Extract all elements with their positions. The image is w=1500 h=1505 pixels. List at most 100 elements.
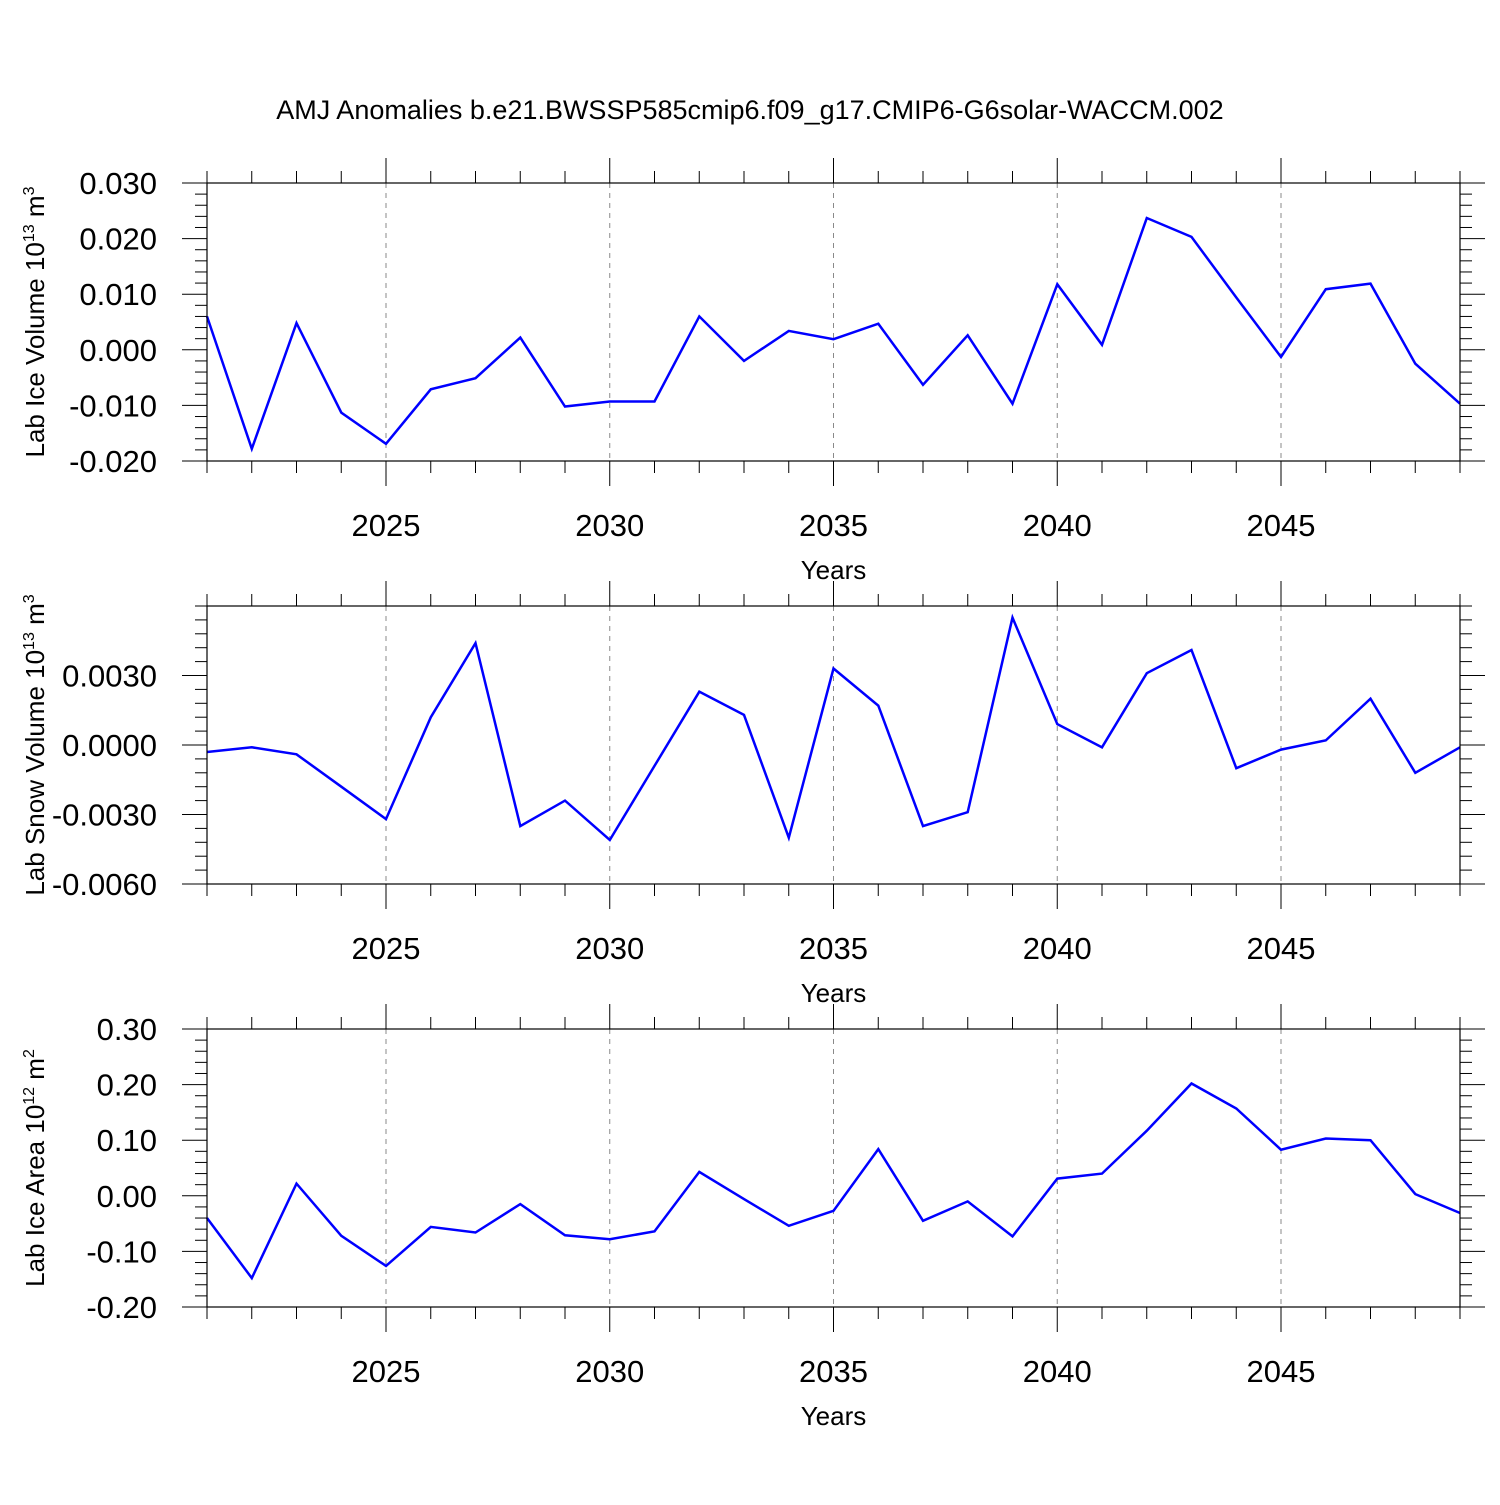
data-point [967, 334, 969, 336]
data-point [474, 1231, 476, 1233]
data-point [564, 405, 566, 407]
data-point [1414, 1193, 1416, 1195]
data-point [1369, 282, 1371, 284]
data-point [653, 1230, 655, 1232]
series-line [205, 1081, 1461, 1281]
data-point [698, 1171, 700, 1173]
data-point [922, 384, 924, 386]
data-point [251, 448, 253, 450]
x-axis-title: Years [801, 1401, 867, 1431]
y-tick-label: 0.010 [79, 277, 157, 312]
data-point [1369, 1139, 1371, 1141]
data-point [1056, 1177, 1058, 1179]
y-axis-title: Lab Snow Volume 1013 m3 [20, 594, 50, 895]
x-tick-label: 2035 [799, 1354, 868, 1389]
y-axis-title: Lab Ice Volume 1013 m3 [20, 186, 50, 457]
data-point [564, 1234, 566, 1236]
y-tick-label: 0.00 [97, 1179, 157, 1214]
data-point [1190, 236, 1192, 238]
data-point [743, 1198, 745, 1200]
data-point [743, 714, 745, 716]
y-tick-label: -0.20 [86, 1290, 157, 1325]
y-axis-title: Lab Ice Area 1012 m2 [20, 1049, 50, 1287]
data-point [788, 330, 790, 332]
data-point [832, 667, 834, 669]
data-point [698, 315, 700, 317]
data-point [1190, 1082, 1192, 1084]
data-point [832, 1210, 834, 1212]
data-point [832, 338, 834, 340]
data-point [1235, 296, 1237, 298]
x-tick-label: 2045 [1247, 931, 1316, 966]
data-point [788, 1225, 790, 1227]
data-point [877, 704, 879, 706]
data-point [1414, 772, 1416, 774]
x-tick-label: 2025 [352, 931, 421, 966]
y-tick-label: -0.010 [69, 388, 157, 423]
data-point [430, 716, 432, 718]
data-point [251, 746, 253, 748]
data-point [1369, 697, 1371, 699]
data-point [430, 1226, 432, 1228]
series-line [206, 613, 1461, 842]
data-point [743, 360, 745, 362]
data-point [1280, 1148, 1282, 1150]
data-point [788, 836, 790, 838]
x-tick-label: 2030 [575, 508, 644, 543]
data-point [295, 1182, 297, 1184]
data-point [609, 400, 611, 402]
data-point [1101, 1172, 1103, 1174]
data-point [1146, 672, 1148, 674]
y-tick-label: 0.020 [79, 222, 157, 257]
data-point [474, 642, 476, 644]
y-tick-label: 0.10 [97, 1123, 157, 1158]
data-point [653, 765, 655, 767]
data-point [1101, 746, 1103, 748]
panel-1: -0.020 -0.010 0.000 0.010 0.020 0.030 2025 2030… [20, 158, 1485, 585]
data-point [385, 818, 387, 820]
plot-frame [206, 605, 1461, 885]
data-point [1235, 767, 1237, 769]
data-point [1056, 283, 1058, 285]
x-tick-label: 2025 [352, 508, 421, 543]
data-point [1011, 616, 1013, 618]
x-tick-label: 2045 [1247, 1354, 1316, 1389]
y-tick-label: -0.0030 [52, 798, 157, 833]
y-tick-label: 0.20 [97, 1068, 157, 1103]
data-point [1146, 1130, 1148, 1132]
y-tick-label: 0.0030 [62, 659, 157, 694]
x-tick-label: 2045 [1247, 508, 1316, 543]
plot-frame [206, 1028, 1461, 1308]
data-point [1280, 748, 1282, 750]
y-tick-label: 0.30 [97, 1012, 157, 1047]
data-point [967, 1200, 969, 1202]
data-point [564, 799, 566, 801]
data-point [609, 1238, 611, 1240]
data-point [295, 322, 297, 324]
plot-frame [206, 182, 1461, 462]
data-point [653, 400, 655, 402]
y-tick-label: 0.030 [79, 166, 157, 201]
y-tick-label: 0.0000 [62, 728, 157, 763]
data-point [609, 839, 611, 841]
y-tick-label: 0.000 [79, 333, 157, 368]
y-tick-label: -0.10 [86, 1234, 157, 1269]
data-point [877, 322, 879, 324]
x-tick-label: 2040 [1023, 1354, 1092, 1389]
data-point [519, 825, 521, 827]
y-tick-label: -0.0060 [52, 867, 157, 902]
data-point [922, 1220, 924, 1222]
panel-3: -0.20 -0.10 0.00 0.10 0.20 0.30 2025 2030 2035 20… [20, 1004, 1485, 1431]
x-tick-label: 2025 [352, 1354, 421, 1389]
data-point [340, 411, 342, 413]
data-point [1235, 1107, 1237, 1109]
data-point [1414, 363, 1416, 365]
data-point [1325, 739, 1327, 741]
x-axis-title: Years [801, 978, 867, 1008]
x-tick-label: 2035 [799, 508, 868, 543]
y-tick-label: -0.020 [69, 444, 157, 479]
data-point [519, 1203, 521, 1205]
data-point [1190, 649, 1192, 651]
